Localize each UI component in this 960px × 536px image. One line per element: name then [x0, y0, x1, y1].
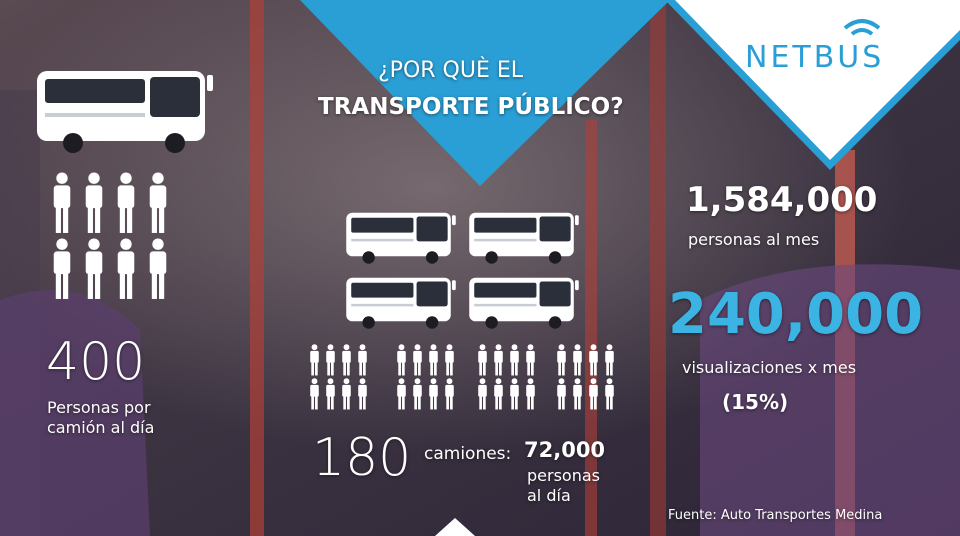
title-line2: TRANSPORTE PÚBLICO? — [318, 94, 624, 120]
middle-result: 72,000 — [524, 438, 606, 462]
middle-number: 180 — [312, 428, 412, 488]
source: Fuente: Auto Transportes Medina — [668, 508, 883, 523]
middle-result-caption: al día — [527, 486, 571, 505]
logo: NETBUS — [745, 40, 885, 75]
title-line1: ¿POR QUÈ EL — [378, 58, 524, 83]
views-number: 240,000 — [668, 282, 924, 347]
left-caption: Personas por — [47, 398, 151, 417]
left-caption: camión al día — [47, 418, 155, 437]
views-share: (15%) — [722, 390, 789, 414]
monthly-number: 1,584,000 — [686, 180, 878, 220]
monthly-caption: personas al mes — [688, 230, 820, 249]
left-number: 400 — [46, 332, 146, 392]
middle-unit: camiones: — [424, 444, 512, 464]
views-caption: visualizaciones x mes — [682, 358, 857, 377]
middle-result-caption: personas — [527, 466, 600, 485]
